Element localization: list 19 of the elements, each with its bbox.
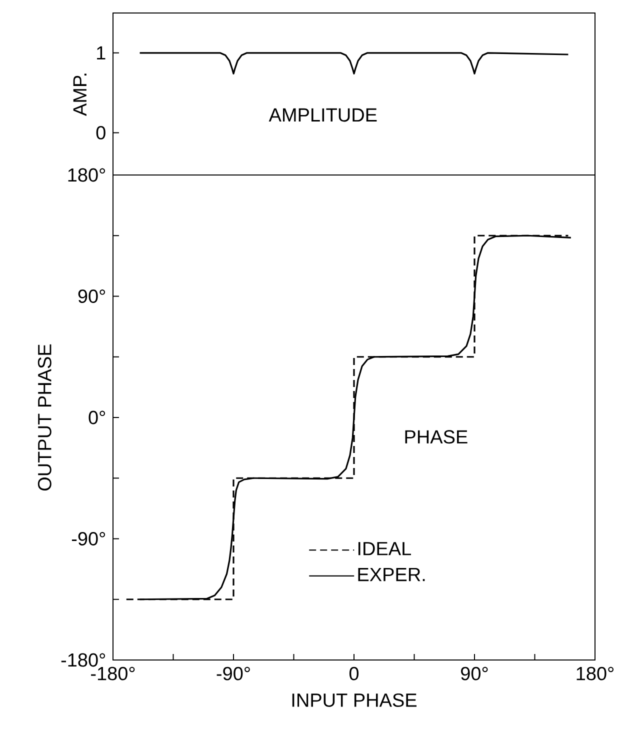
y-tick-label: 0 xyxy=(96,126,106,140)
y-axis-title: AMP. xyxy=(73,74,86,116)
legend-label: EXPER. xyxy=(358,568,425,582)
y-tick-label: -180° xyxy=(61,653,106,667)
annotation: AMPLITUDE xyxy=(268,108,377,122)
line-series xyxy=(138,52,570,74)
x-axis-title: INPUT PHASE xyxy=(292,693,417,707)
y-tick-label: -90° xyxy=(72,532,106,546)
legend-label: IDEAL xyxy=(358,542,411,556)
x-tick-label: 90° xyxy=(461,666,488,680)
y-tick-label: 180° xyxy=(68,168,106,182)
annotation: PHASE xyxy=(405,430,468,444)
x-tick-label: -90° xyxy=(216,666,250,680)
y-axis-title: OUTPUT PHASE xyxy=(38,344,52,491)
x-tick-label: 180° xyxy=(576,666,614,680)
y-tick-label: 90° xyxy=(78,290,106,303)
x-tick-label: 0 xyxy=(349,666,359,680)
y-tick-label: 1 xyxy=(97,46,106,60)
y-tick-label: 0° xyxy=(88,410,106,424)
